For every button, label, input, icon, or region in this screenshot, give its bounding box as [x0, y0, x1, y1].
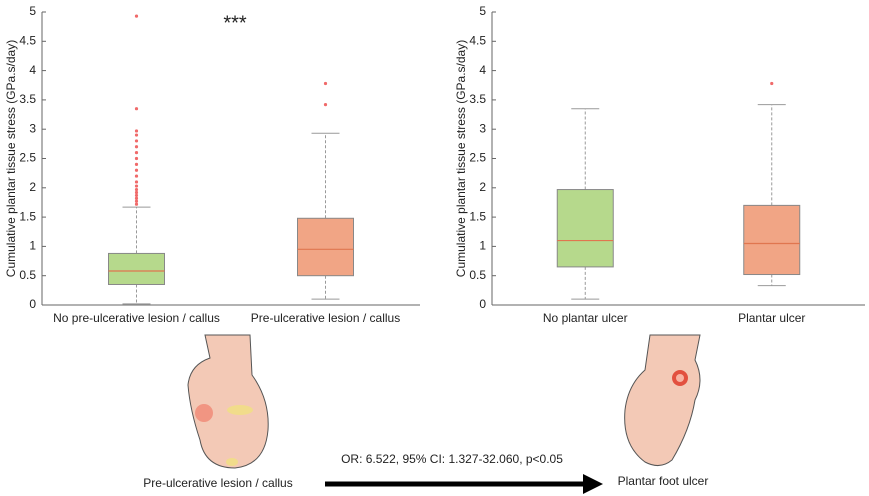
y-tick-label: 3.5 [19, 92, 36, 106]
y-tick-label: 0 [479, 297, 486, 311]
outlier [135, 139, 138, 142]
box [298, 218, 354, 275]
outlier [135, 163, 138, 166]
outlier [135, 197, 138, 200]
y-tick-label: 5 [479, 4, 486, 18]
y-tick-label: 1.5 [469, 209, 486, 223]
y-tick-label: 4 [479, 63, 486, 77]
y-tick-label: 4.5 [19, 33, 36, 47]
outlier [135, 129, 138, 132]
y-tick-label: 0 [29, 297, 36, 311]
y-tick-label: 4 [29, 63, 36, 77]
outlier [135, 145, 138, 148]
outlier [324, 103, 327, 106]
outlier [135, 200, 138, 203]
box [109, 253, 165, 284]
outlier [135, 188, 138, 191]
outlier [135, 107, 138, 110]
y-tick-label: 1 [479, 239, 486, 253]
foot-illustration-left [188, 335, 268, 468]
outlier [135, 194, 138, 197]
outlier [135, 157, 138, 160]
y-axis-label: Cumulative plantar tissue stress (GPa.s/… [454, 40, 468, 277]
outlier [135, 174, 138, 177]
outlier [135, 184, 138, 187]
outlier [135, 15, 138, 18]
y-tick-label: 0.5 [469, 268, 486, 282]
y-tick-label: 0.5 [19, 268, 36, 282]
arrow-label: OR: 6.522, 95% CI: 1.327-32.060, p<0.05 [341, 452, 563, 466]
y-tick-label: 5 [29, 4, 36, 18]
outlier [135, 203, 138, 206]
outlier [135, 133, 138, 136]
outlier [135, 151, 138, 154]
y-axis-label: Cumulative plantar tissue stress (GPa.s/… [4, 40, 18, 277]
significance-annotation: *** [223, 12, 247, 34]
x-tick-label: No pre-ulcerative lesion / callus [53, 311, 220, 325]
outlier [135, 169, 138, 172]
y-tick-label: 4.5 [469, 33, 486, 47]
outlier [135, 191, 138, 194]
right-caption: Plantar foot ulcer [618, 474, 709, 488]
y-tick-label: 3.5 [469, 92, 486, 106]
box [557, 190, 613, 267]
outlier [324, 82, 327, 85]
foot-illustration-right [625, 335, 700, 466]
y-tick-label: 2 [479, 180, 486, 194]
x-tick-label: No plantar ulcer [543, 311, 628, 325]
figure: Pre-ulcerative lesion / callus OR: 6.522… [0, 0, 869, 496]
y-tick-label: 2.5 [469, 151, 486, 165]
y-tick-label: 2 [29, 180, 36, 194]
x-tick-label: Pre-ulcerative lesion / callus [251, 311, 400, 325]
arrow-head [583, 474, 603, 494]
outlier [135, 180, 138, 183]
y-tick-label: 1 [29, 239, 36, 253]
left-caption: Pre-ulcerative lesion / callus [143, 476, 292, 490]
y-tick-label: 3 [479, 121, 486, 135]
x-tick-label: Plantar ulcer [738, 311, 805, 325]
y-tick-label: 1.5 [19, 209, 36, 223]
y-tick-label: 3 [29, 121, 36, 135]
outlier [770, 82, 773, 85]
box [744, 205, 800, 274]
y-tick-label: 2.5 [19, 151, 36, 165]
